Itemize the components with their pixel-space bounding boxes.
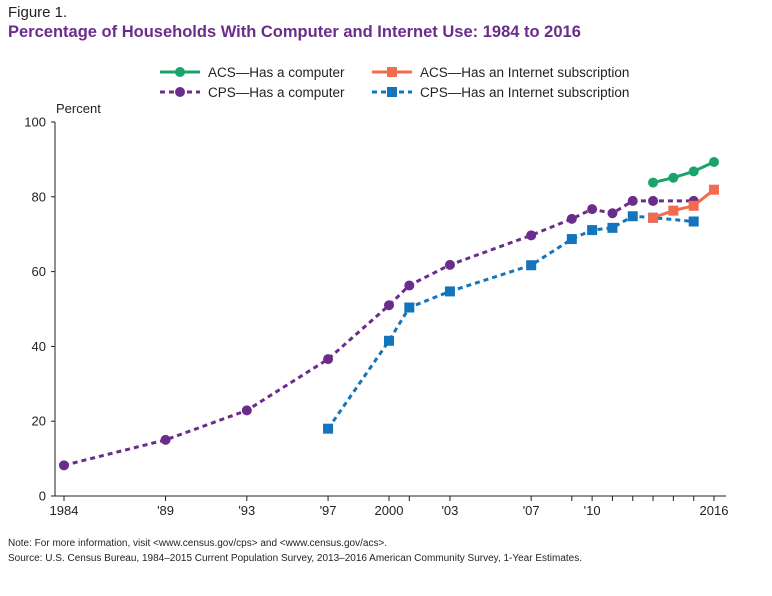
legend-swatch-marker: [175, 67, 185, 77]
data-point: [648, 195, 659, 206]
data-point: [587, 225, 598, 236]
data-point: [688, 216, 699, 227]
legend: ACS—Has a computer ACS—Has an Internet su…: [160, 65, 629, 100]
series-cps-internet: [323, 211, 699, 434]
x-tick-label: '03: [441, 503, 458, 518]
data-point: [404, 302, 415, 313]
x-tick-label: 1984: [50, 503, 79, 518]
chart-title: Percentage of Households With Computer a…: [8, 23, 581, 41]
x-tick-label: '89: [157, 503, 174, 518]
data-point: [587, 204, 598, 215]
legend-item-cps-computer: CPS—Has a computer: [160, 85, 345, 100]
x-tick-label: '07: [523, 503, 540, 518]
y-tick-label: 60: [32, 264, 46, 279]
line-chart: ACS—Has a computer ACS—Has an Internet su…: [24, 65, 728, 519]
axes: 0 20 40 60 80 100 1984 '89 '93 '97 2000 '03 '07 '10 20…: [24, 115, 728, 519]
data-point: [323, 354, 334, 365]
series-layer: [59, 157, 719, 471]
series-line: [63, 199, 694, 467]
x-tick-label: 2000: [375, 503, 404, 518]
legend-item-cps-internet: CPS—Has an Internet subscription: [372, 85, 629, 100]
series-line: [652, 160, 715, 185]
legend-label: CPS—Has an Internet subscription: [420, 85, 629, 100]
data-point: [323, 423, 334, 434]
y-tick-label: 40: [32, 339, 46, 354]
data-point: [160, 434, 171, 445]
chart-note: Note: For more information, visit <www.c…: [8, 538, 388, 549]
series-line: [652, 188, 715, 220]
series-acs-computer: [648, 157, 719, 188]
data-point: [627, 195, 638, 206]
data-point: [404, 280, 415, 291]
x-tick-label: 2016: [700, 503, 729, 518]
legend-swatch-marker: [387, 67, 397, 77]
series-cps-computer: [59, 195, 699, 471]
data-point: [566, 213, 577, 224]
data-point: [648, 212, 659, 223]
figure-label: Figure 1.: [8, 4, 68, 21]
series-acs-internet: [648, 184, 719, 223]
legend-swatch-marker: [175, 87, 185, 97]
legend-label: ACS—Has an Internet subscription: [420, 65, 629, 80]
data-point: [59, 460, 69, 471]
data-point: [444, 259, 455, 270]
data-point: [526, 260, 537, 271]
y-tick-label: 0: [39, 489, 46, 504]
data-point: [526, 230, 537, 241]
data-point: [688, 200, 699, 211]
y-tick-label: 20: [32, 414, 46, 429]
data-point: [241, 405, 252, 416]
chart-source: Source: U.S. Census Bureau, 1984–2015 Cu…: [8, 553, 583, 564]
data-point: [709, 184, 719, 195]
x-tick-label: '10: [584, 503, 601, 518]
data-point: [384, 300, 394, 311]
data-point: [607, 208, 618, 219]
data-point: [668, 205, 679, 216]
data-point: [648, 177, 659, 188]
data-point: [384, 335, 394, 346]
x-tick-label: '97: [320, 503, 337, 518]
series-line: [326, 214, 694, 430]
data-point: [566, 234, 577, 245]
legend-swatch-marker: [387, 87, 397, 97]
legend-label: CPS—Has a computer: [208, 85, 345, 100]
legend-item-acs-computer: ACS—Has a computer: [160, 65, 345, 80]
data-point: [607, 222, 618, 233]
x-tick-label: '93: [238, 503, 255, 518]
legend-item-acs-internet: ACS—Has an Internet subscription: [372, 65, 629, 80]
data-point: [668, 172, 679, 183]
data-point: [709, 157, 719, 168]
y-tick-label: 100: [24, 115, 46, 130]
legend-label: ACS—Has a computer: [208, 65, 345, 80]
data-point: [627, 211, 638, 222]
data-point: [444, 286, 455, 297]
y-axis-label: Percent: [56, 101, 101, 116]
data-point: [688, 166, 699, 177]
y-tick-label: 80: [32, 189, 46, 204]
